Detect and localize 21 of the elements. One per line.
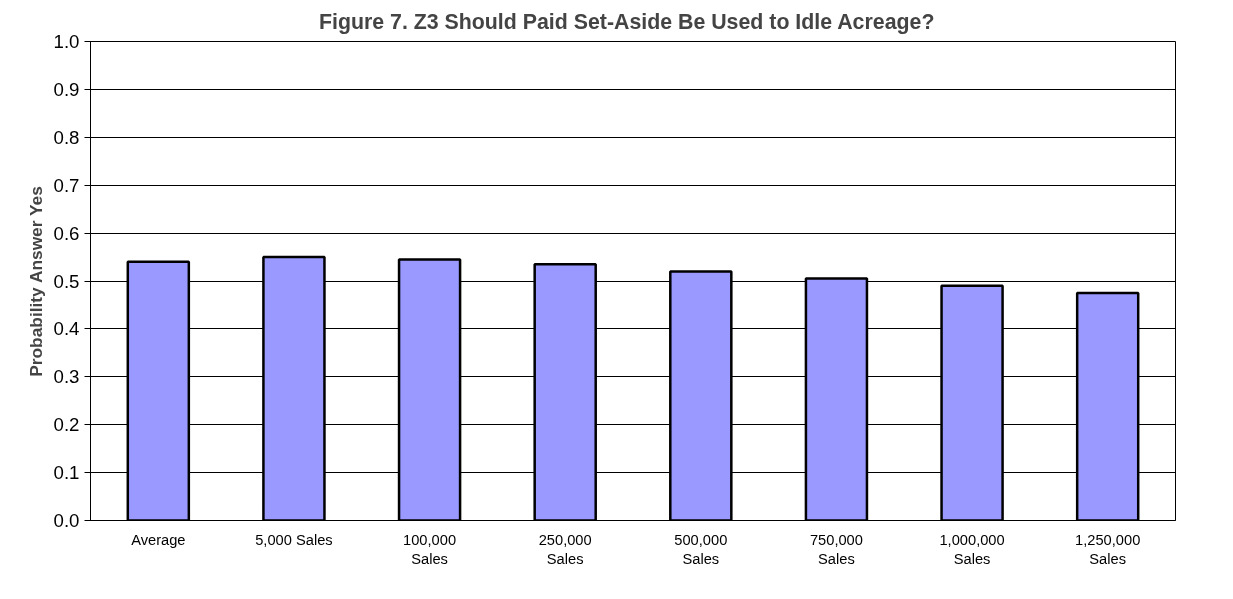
y-tick-label: 1.0 — [53, 31, 80, 52]
y-tick-label: 0.9 — [53, 78, 80, 100]
x-tick-label: 250,000 Sales — [538, 531, 592, 567]
y-axis-title: Probability Answer Yes — [25, 186, 46, 377]
x-tick-label: 1,250,000 Sales — [1075, 531, 1141, 567]
chart-title: Figure 7. Z3 Should Paid Set-Aside Be Used to Idle Acreage? — [318, 10, 935, 34]
y-tick-label: 0.3 — [53, 366, 80, 388]
y-tick-label: 0.6 — [53, 222, 80, 244]
x-tick-label: 750,000 Sales — [809, 531, 863, 567]
x-tick-label: Average — [131, 531, 186, 548]
x-tick-label: 500,000 Sales — [674, 531, 728, 567]
x-tick-label: 5,000 Sales — [255, 531, 333, 548]
x-tick-label: 100,000 Sales — [403, 531, 457, 567]
y-tick-label: 0.4 — [53, 318, 80, 340]
x-tick-label: 1,000,000 Sales — [939, 531, 1005, 567]
y-tick-label: 0.0 — [53, 510, 80, 531]
y-tick-label: 0.7 — [53, 174, 80, 196]
y-tick-label: 0.2 — [53, 414, 80, 436]
y-tick-label: 0.5 — [53, 270, 80, 292]
y-tick-label: 0.8 — [53, 126, 80, 148]
y-tick-label: 0.1 — [53, 462, 80, 484]
